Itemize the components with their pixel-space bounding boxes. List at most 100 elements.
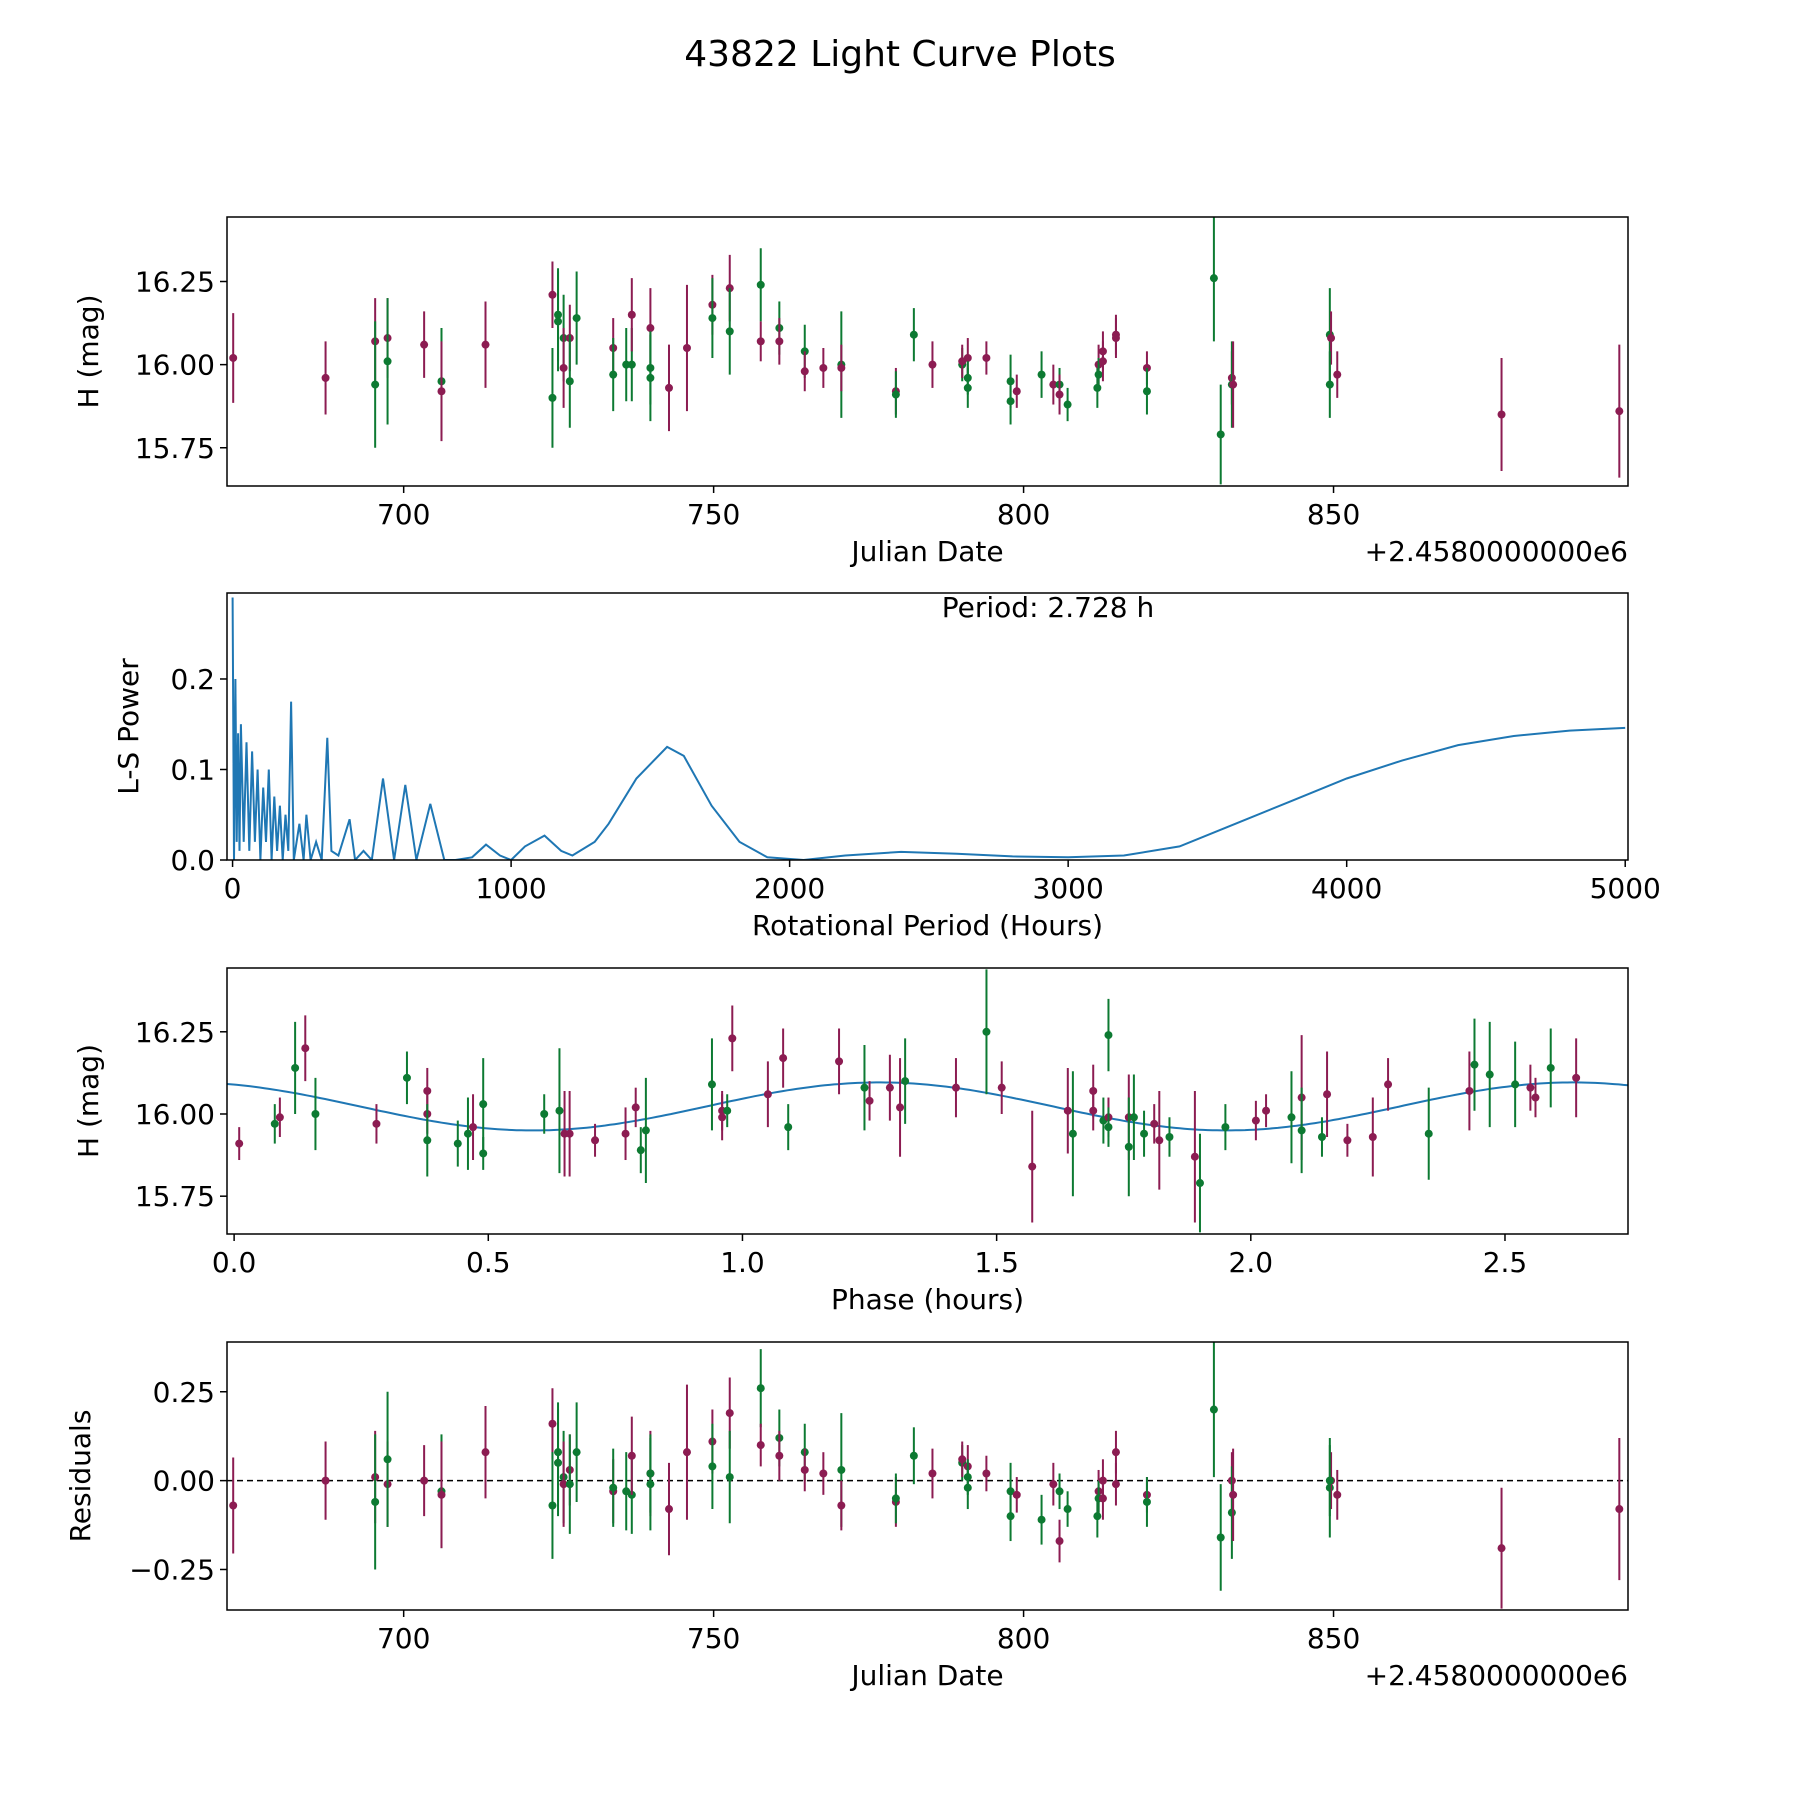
data-point [1093, 383, 1102, 392]
data-point [1104, 1123, 1113, 1132]
data-point [420, 1476, 429, 1485]
y-tick-label: 15.75 [135, 432, 215, 465]
x-offset-text: +2.4580000000e6 [1365, 535, 1628, 568]
data-point [885, 1083, 894, 1092]
data-point [1063, 400, 1072, 409]
data-point [1546, 1063, 1555, 1072]
data-point [800, 1465, 809, 1474]
data-point [437, 1490, 446, 1499]
x-tick-label: 0.5 [466, 1246, 511, 1279]
data-point [621, 1129, 630, 1138]
data-point [420, 340, 429, 349]
data-point [636, 1146, 645, 1155]
data-point [1111, 1448, 1120, 1457]
panel-phased: 0.0 0.5 1.0 1.5 2.0 2.5 15.75 16.00 16.25 Phase (… [72, 967, 1629, 1316]
data-point [963, 383, 972, 392]
data-point [469, 1123, 478, 1132]
data-point [891, 390, 900, 399]
x-tick-label: 2000 [754, 872, 825, 905]
y-tick-label: 16.00 [135, 1098, 215, 1131]
data-point [860, 1083, 869, 1092]
data-point [1511, 1080, 1520, 1089]
x-axis-label: Rotational Period (Hours) [752, 909, 1103, 942]
data-point [609, 370, 618, 379]
x-tick-label: 1.0 [720, 1246, 765, 1279]
x-tick-label: 850 [1307, 1622, 1360, 1655]
x-axis-label: Julian Date [849, 535, 1003, 568]
data-point [1049, 380, 1058, 389]
data-point [1012, 1490, 1021, 1499]
data-point [627, 360, 636, 369]
axes-frame [226, 592, 1629, 861]
periodogram-line [231, 597, 1626, 860]
y-tick-label: 0.00 [153, 1465, 215, 1498]
data-point [321, 1476, 330, 1485]
data-point [1012, 387, 1021, 396]
data-point [1006, 1512, 1015, 1521]
y-tick-label: 16.00 [135, 349, 215, 382]
data-point [1006, 397, 1015, 406]
data-point [725, 1409, 734, 1418]
data-point [1251, 1116, 1260, 1125]
data-point [1343, 1136, 1352, 1145]
data-point [707, 1080, 716, 1089]
data-point [1037, 1515, 1046, 1524]
data-point [554, 317, 563, 326]
data-point [1209, 274, 1218, 283]
data-point [1063, 1106, 1072, 1115]
data-point [1497, 1544, 1506, 1553]
data-point [756, 1384, 765, 1393]
data-point [423, 1136, 432, 1145]
data-point [1093, 1512, 1102, 1521]
data-point [481, 1448, 490, 1457]
data-point [1497, 410, 1506, 419]
x-offset-text: +2.4580000000e6 [1365, 1659, 1628, 1692]
data-point [725, 327, 734, 336]
data-point [565, 1129, 574, 1138]
data-point [301, 1044, 310, 1053]
data-point [1111, 1480, 1120, 1489]
data-point [1333, 1490, 1342, 1499]
data-point [437, 387, 446, 396]
data-point [1227, 1508, 1236, 1517]
data-point [1465, 1086, 1474, 1095]
data-point [1229, 380, 1238, 389]
y-axis-label: H (mag) [72, 294, 105, 408]
data-point [1531, 1093, 1540, 1102]
data-point [1485, 1070, 1494, 1079]
data-point [1037, 370, 1046, 379]
data-point [1221, 1123, 1230, 1132]
data-point [540, 1109, 549, 1118]
data-point [837, 1501, 846, 1510]
data-point [664, 1505, 673, 1514]
data-point [1526, 1083, 1535, 1092]
data-point [1615, 1505, 1624, 1514]
data-point [728, 1034, 737, 1043]
data-point [622, 360, 631, 369]
data-point [928, 1469, 937, 1478]
data-point [627, 1451, 636, 1460]
data-point [951, 1083, 960, 1092]
data-point [1155, 1136, 1164, 1145]
data-point [559, 1480, 568, 1489]
data-point [646, 373, 655, 382]
axes-frame [226, 216, 1629, 487]
data-point [1094, 370, 1103, 379]
data-point [756, 1441, 765, 1450]
data-point [1287, 1113, 1296, 1122]
data-point [383, 1455, 392, 1464]
data-point [1209, 1405, 1218, 1414]
data-point [1333, 370, 1342, 379]
y-tick-label: 0.2 [170, 663, 215, 696]
x-tick-label: 5000 [1590, 872, 1661, 905]
data-point [609, 1483, 618, 1492]
y-tick-label: 15.75 [135, 1180, 215, 1213]
data-point [481, 340, 490, 349]
data-point [1190, 1152, 1199, 1161]
data-point [1325, 380, 1334, 389]
data-point [631, 1103, 640, 1112]
panel-periodogram: 0 1000 2000 3000 4000 5000 0.0 0.1 0.2 Rotational… [112, 591, 1661, 942]
data-point [982, 1027, 991, 1036]
data-point [1368, 1133, 1377, 1142]
